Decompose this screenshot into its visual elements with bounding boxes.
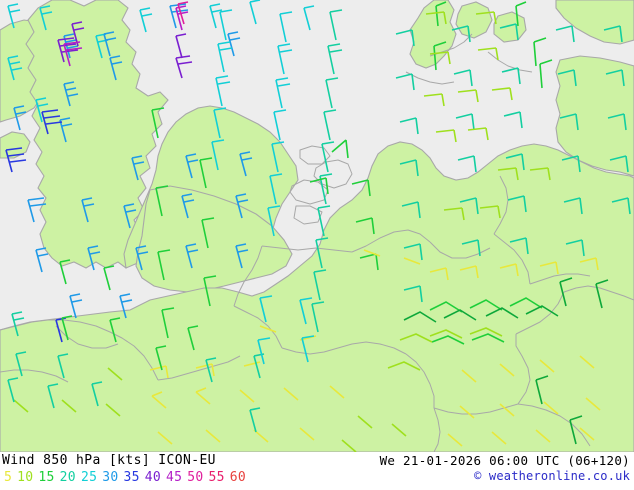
- product-title: Wind 850 hPa [kts] ICON-EU: [2, 453, 216, 468]
- legend-tick-5: 5: [4, 470, 13, 485]
- legend-tick-40: 40: [144, 470, 161, 485]
- copyright-notice: © weatheronline.co.uk: [474, 469, 630, 483]
- legend-tick-20: 20: [59, 470, 76, 485]
- footer-bar: Wind 850 hPa [kts] ICON-EU We 21-01-2026…: [0, 452, 634, 490]
- legend-tick-25: 25: [80, 470, 98, 485]
- legend-tick-35: 35: [123, 470, 140, 485]
- legend-tick-15: 15: [38, 470, 55, 485]
- legend-tick-10: 10: [17, 470, 34, 485]
- legend-tick-55: 55: [208, 470, 225, 485]
- map-canvas[interactable]: [0, 0, 634, 452]
- legend-tick-60: 60: [229, 470, 247, 485]
- legend-tick-45: 45: [166, 470, 183, 485]
- legend-tick-50: 50: [187, 470, 204, 485]
- legend-tick-30: 30: [102, 470, 119, 485]
- forecast-validity: We 21-01-2026 06:00 UTC (06+120): [379, 453, 630, 468]
- wind-speed-legend: 5 10 15 20 25 30 35 40 45 50 55 60: [4, 470, 246, 485]
- wind-barbs-layer: [5, 0, 631, 452]
- map-graphic: [0, 0, 634, 452]
